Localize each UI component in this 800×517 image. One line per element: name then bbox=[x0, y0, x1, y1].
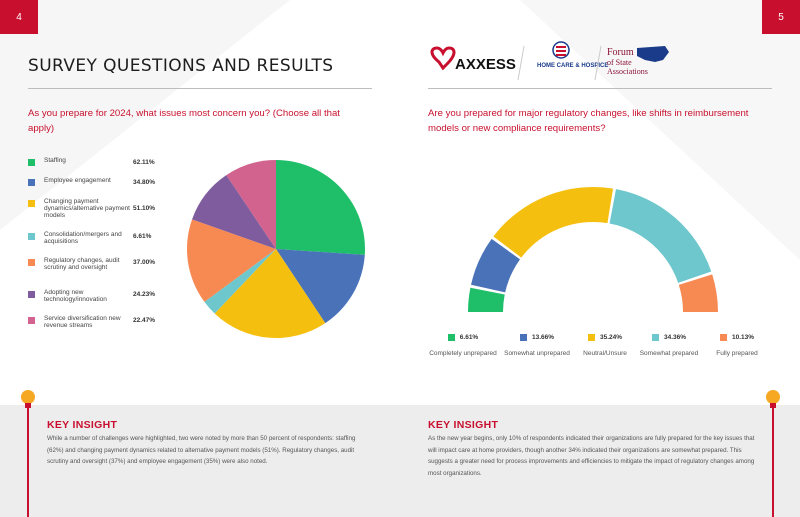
legend-value: 13.66% bbox=[531, 334, 555, 341]
legend-label: Neutral/Unsure bbox=[583, 350, 627, 357]
legend-item: 10.13% Fully prepared bbox=[702, 334, 772, 359]
concerns-pie-chart bbox=[187, 160, 365, 338]
legend-swatch bbox=[447, 334, 455, 341]
legend-swatch bbox=[28, 159, 35, 166]
pie-slice bbox=[214, 249, 326, 338]
legend-swatch bbox=[28, 259, 35, 266]
legend-label: Staffing bbox=[44, 157, 66, 164]
legend-value: 62.11% bbox=[133, 159, 155, 166]
legend-swatch bbox=[28, 179, 35, 186]
legend-swatch bbox=[651, 334, 659, 341]
svg-text:Forum: Forum bbox=[607, 47, 634, 58]
forum-logo: Forum of State Associations bbox=[607, 46, 669, 76]
logo-bar: AXXESS HOME CARE & HOSPICE Forum of Stat… bbox=[425, 40, 770, 84]
donut-segment bbox=[609, 189, 712, 283]
logo-divider bbox=[428, 88, 772, 89]
legend-label: Completely unprepared bbox=[429, 350, 497, 357]
left-question: As you prepare for 2024, what issues mos… bbox=[28, 108, 340, 134]
pie-slice bbox=[187, 219, 276, 302]
legend-label: Fully prepared bbox=[716, 350, 758, 357]
pie-slice bbox=[204, 249, 276, 314]
title-divider bbox=[28, 88, 372, 89]
pie-slice bbox=[226, 160, 276, 249]
legend-item: 13.66% Somewhat unprepared bbox=[502, 334, 572, 359]
pie-slice bbox=[192, 175, 276, 249]
insight-panel bbox=[0, 405, 800, 517]
key-insight-title-right: KEY INSIGHT bbox=[428, 419, 499, 431]
svg-text:AXXESS: AXXESS bbox=[455, 56, 516, 73]
svg-text:of State: of State bbox=[607, 58, 632, 67]
legend-value: 51.10% bbox=[133, 205, 156, 212]
legend-label: Somewhat unprepared bbox=[504, 350, 570, 357]
legend-swatch bbox=[28, 291, 35, 298]
legend-value: 34.36% bbox=[663, 334, 687, 341]
page-title: SURVEY QUESTIONS AND RESULTS bbox=[28, 56, 334, 76]
donut-segment bbox=[468, 287, 505, 312]
legend-swatch bbox=[28, 200, 35, 207]
legend-swatch bbox=[587, 334, 595, 341]
legend-label: Service diversification new revenue stre… bbox=[44, 315, 121, 329]
legend-swatch bbox=[28, 317, 35, 324]
legend-value: 22.47% bbox=[133, 317, 156, 324]
legend-swatch bbox=[519, 334, 527, 341]
preparedness-donut-chart bbox=[468, 187, 718, 312]
legend-value: 6.61% bbox=[133, 233, 152, 240]
legend-label: Regulatory changes, audit scrutiny and o… bbox=[44, 257, 120, 271]
key-insight-text-left: While a number of challenges were highli… bbox=[47, 435, 356, 465]
donut-segment bbox=[493, 187, 614, 258]
pie-slice bbox=[276, 249, 365, 324]
pie-slice bbox=[276, 160, 365, 255]
page-number-left: 4 bbox=[0, 0, 38, 34]
legend-item: 6.61% Completely unprepared bbox=[428, 334, 498, 359]
legend-label: Consolidation/mergers and acquisitions bbox=[44, 231, 122, 245]
legend-value: 37.00% bbox=[133, 259, 156, 266]
partner-logos: AXXESS HOME CARE & HOSPICE Forum of Stat… bbox=[430, 41, 669, 81]
legend-item: 34.36% Somewhat prepared bbox=[634, 334, 704, 359]
legend-value: 35.24% bbox=[599, 334, 623, 341]
legend-value: 24.23% bbox=[133, 291, 156, 298]
legend-swatch bbox=[28, 233, 35, 240]
legend-label: Employee engagement bbox=[44, 177, 111, 184]
svg-text:HOME CARE & HOSPICE: HOME CARE & HOSPICE bbox=[537, 63, 608, 69]
home-care-hospice-logo: HOME CARE & HOSPICE bbox=[537, 41, 608, 69]
legend-item: 35.24% Neutral/Unsure bbox=[570, 334, 640, 359]
legend-swatch bbox=[719, 334, 727, 341]
legend-label: Changing payment dynamics/alternative pa… bbox=[44, 198, 130, 219]
page-number-right: 5 bbox=[762, 0, 800, 34]
donut-segment bbox=[678, 274, 718, 312]
donut-segment bbox=[471, 238, 521, 293]
axxess-logo: AXXESS bbox=[430, 46, 516, 73]
lightbulb-icon bbox=[21, 390, 35, 517]
svg-text:Associations: Associations bbox=[607, 67, 648, 76]
key-insight-title-left: KEY INSIGHT bbox=[47, 419, 118, 431]
legend-value: 34.80% bbox=[133, 179, 156, 186]
key-insight-text-right: As the new year begins, only 10% of resp… bbox=[428, 435, 755, 477]
legend-value: 6.61% bbox=[459, 334, 479, 341]
legend-label: Adopting new technology/innovation bbox=[44, 289, 107, 303]
legend-value: 10.13% bbox=[731, 334, 755, 341]
legend-label: Somewhat prepared bbox=[639, 350, 699, 357]
right-question: Are you prepared for major regulatory ch… bbox=[428, 108, 749, 134]
lightbulb-icon bbox=[766, 390, 780, 517]
